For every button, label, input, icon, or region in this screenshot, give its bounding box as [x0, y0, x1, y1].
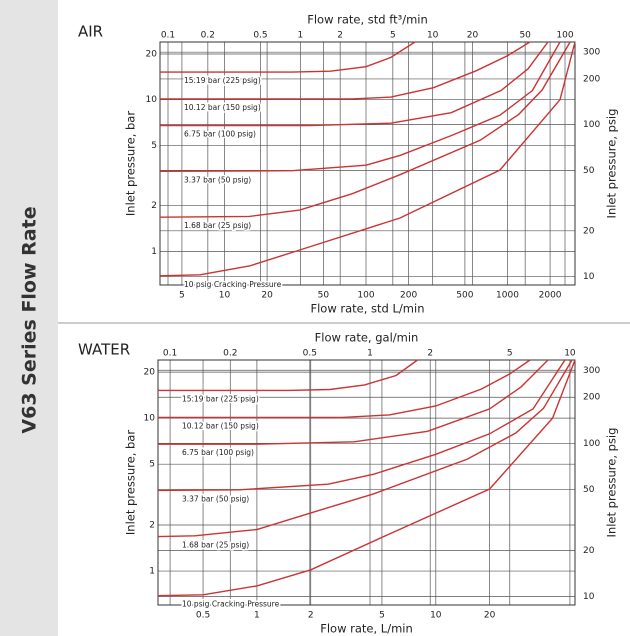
curve-label: 3.37 bar (50 psig)	[184, 175, 251, 184]
curve	[158, 359, 418, 392]
curve	[157, 359, 566, 492]
y-tick-label: 5	[151, 141, 157, 151]
curve-label: 6.75 bar (100 psig)	[182, 448, 254, 457]
curve	[159, 41, 561, 172]
x-tick-label: 1	[254, 611, 260, 621]
curve-label: 6.75 bar (100 psig)	[184, 130, 256, 139]
curve-label: 10 psig Cracking Pressure	[184, 280, 282, 289]
x2-tick-label: 10	[427, 31, 439, 41]
curve	[160, 41, 549, 127]
y2-tick-label: 10	[583, 592, 595, 602]
x-axis-label: Flow rate, std L/min	[310, 302, 424, 316]
curve	[158, 359, 531, 419]
curve-label: 10.12 bar (150 psig)	[182, 421, 259, 430]
y-tick-label: 20	[144, 368, 156, 378]
x2-tick-label: 0.5	[253, 31, 267, 41]
x2-tick-label: 10	[564, 349, 576, 359]
x2-tick-label: 1	[367, 349, 373, 359]
x-tick-label: 200	[400, 291, 417, 301]
y2-axis-label: Inlet pressure, psig	[605, 109, 619, 219]
y-tick-label: 2	[151, 201, 157, 211]
x2-tick-label: 1	[297, 31, 303, 41]
sidebar-title: V63 Series Flow Rate	[19, 206, 41, 433]
y2-tick-label: 20	[583, 546, 595, 556]
y-tick-label: 1	[151, 247, 157, 257]
x2-tick-label: 50	[519, 31, 531, 41]
y2-tick-label: 100	[583, 120, 600, 130]
curve	[160, 41, 416, 73]
y2-tick-label: 200	[583, 393, 600, 403]
curve	[159, 41, 576, 277]
x2-tick-label: 20	[467, 31, 479, 41]
y2-tick-label: 300	[583, 366, 600, 376]
x-tick-label: 100	[357, 291, 374, 301]
y-tick-label: 1	[149, 567, 155, 577]
x2-tick-label: 2	[337, 31, 343, 41]
x2-tick-label: 2	[427, 349, 433, 359]
y2-tick-label: 50	[583, 485, 595, 495]
x-tick-label: 1000	[496, 291, 519, 301]
y-axis-label: Inlet pressure, bar	[124, 430, 138, 535]
x-tick-label: 50	[318, 291, 330, 301]
x-axis-label: Flow rate, L/min	[320, 622, 413, 636]
curve-label: 10 psig Cracking Pressure	[182, 600, 280, 609]
x-tick-label: 2000	[539, 291, 562, 301]
x2-tick-label: 0.1	[163, 349, 177, 359]
x2-axis-label: Flow rate, std ft³/min	[307, 13, 428, 27]
y-tick-label: 2	[149, 521, 155, 531]
x2-tick-label: 0.1	[161, 31, 175, 41]
curve-label: 1.68 bar (25 psig)	[182, 541, 249, 550]
x-tick-label: 5	[179, 291, 185, 301]
y2-axis-label: Inlet pressure, psig	[605, 428, 619, 538]
y-tick-label: 10	[144, 414, 156, 424]
curve-label: 10.12 bar (150 psig)	[184, 103, 261, 112]
x-tick-label: 20	[261, 291, 273, 301]
x2-axis-label: Flow rate, gal/min	[315, 331, 419, 345]
chart-title: AIR	[78, 23, 103, 41]
y-tick-label: 20	[146, 50, 158, 60]
y-axis-label: Inlet pressure, bar	[124, 111, 138, 216]
curve-label: 15.19 bar (225 psig)	[182, 394, 259, 403]
x2-tick-label: 100	[556, 31, 573, 41]
x-tick-label: 500	[456, 291, 473, 301]
chart-title: WATER	[78, 341, 130, 359]
curve	[160, 41, 531, 100]
x2-tick-label: 0.2	[223, 349, 237, 359]
y2-tick-label: 200	[583, 74, 600, 84]
plot-frame	[157, 359, 576, 606]
x-tick-label: 0.5	[196, 611, 210, 621]
curve-label: 15.19 bar (225 psig)	[184, 76, 261, 85]
curve-label: 3.37 bar (50 psig)	[182, 494, 249, 503]
y2-tick-label: 100	[583, 439, 600, 449]
curve	[158, 359, 549, 445]
x2-tick-label: 0.2	[201, 31, 215, 41]
x-tick-label: 10	[219, 291, 231, 301]
y2-tick-label: 300	[583, 48, 600, 58]
y2-tick-label: 20	[583, 226, 595, 236]
y-tick-label: 5	[149, 460, 155, 470]
x2-tick-label: 0.5	[303, 349, 317, 359]
plot-frame	[159, 41, 576, 286]
x-tick-label: 20	[484, 611, 496, 621]
y-tick-label: 10	[146, 95, 158, 105]
curve-label: 1.68 bar (25 psig)	[184, 221, 251, 230]
y2-tick-label: 10	[583, 272, 595, 282]
x-tick-label: 10	[430, 611, 442, 621]
sidebar	[0, 0, 58, 636]
curve	[157, 359, 573, 538]
curve	[159, 41, 571, 218]
x-tick-label: 2	[308, 611, 314, 621]
x-tick-label: 5	[379, 611, 385, 621]
x2-tick-label: 5	[507, 349, 513, 359]
x2-tick-label: 5	[390, 31, 396, 41]
y2-tick-label: 50	[583, 166, 595, 176]
curve	[157, 359, 576, 597]
